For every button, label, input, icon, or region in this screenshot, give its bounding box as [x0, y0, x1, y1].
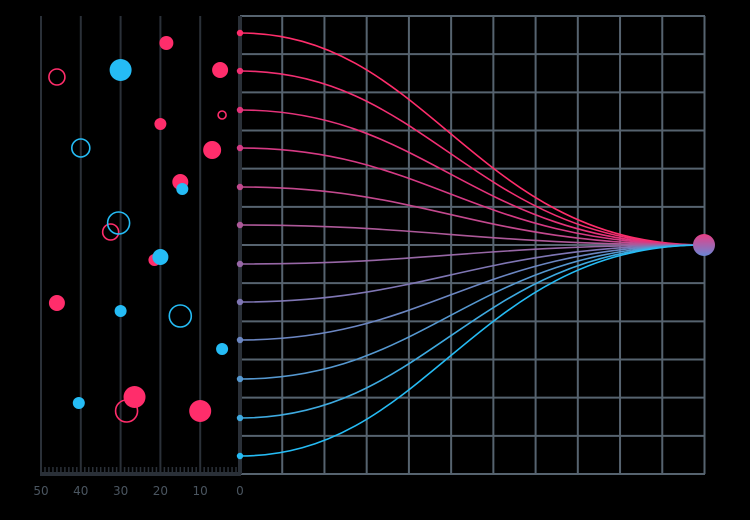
x-axis: 50 40 30 20 10 0 — [33, 16, 244, 498]
pink-dot — [48, 68, 66, 86]
blue-dot — [114, 305, 127, 317]
converging-curves — [236, 29, 705, 460]
curve-start-dot — [236, 260, 244, 268]
scatter-dots — [48, 36, 229, 423]
curve-start-dot — [236, 29, 244, 37]
curve-start-dot — [236, 106, 244, 114]
tick-label-30: 30 — [113, 484, 128, 498]
hub-point — [693, 234, 715, 256]
tick-label-50: 50 — [33, 484, 48, 498]
curve-start-dot — [236, 414, 244, 422]
curve-start-dot — [236, 221, 244, 229]
curve-12 — [239, 244, 705, 457]
curve-start-dot — [236, 336, 244, 344]
curve-3 — [239, 109, 705, 246]
curve-start-dot — [236, 375, 244, 383]
pink-dot — [189, 400, 212, 422]
curve-6 — [239, 224, 705, 246]
curve-2 — [239, 70, 705, 246]
blue-dot — [109, 59, 132, 81]
curve-4 — [239, 147, 705, 246]
pink-dot — [212, 62, 229, 78]
curve-8 — [239, 244, 705, 303]
blue-dot — [152, 249, 169, 265]
curve-7 — [239, 244, 705, 265]
pink-dot — [101, 223, 120, 241]
blue-dot — [176, 183, 189, 195]
pink-dot — [48, 295, 65, 311]
pink-dot — [154, 118, 167, 130]
curve-11 — [239, 244, 705, 419]
tick-label-20: 20 — [153, 484, 168, 498]
tick-label-10: 10 — [193, 484, 208, 498]
blue-dot — [106, 211, 131, 235]
curve-5 — [239, 186, 705, 246]
curve-start-dot — [236, 144, 244, 152]
pink-dot — [203, 141, 222, 159]
curve-start-dot — [236, 67, 244, 75]
curve-9 — [239, 244, 705, 341]
convergence-hub — [693, 234, 715, 256]
pink-dot — [159, 36, 174, 50]
curve-10 — [239, 244, 705, 380]
curve-start-dot — [236, 452, 244, 460]
tick-label-0: 0 — [236, 484, 244, 498]
curve-start-dot — [236, 298, 244, 306]
blue-dot — [71, 138, 91, 158]
tick-label-40: 40 — [73, 484, 88, 498]
pink-dot — [217, 110, 227, 120]
left-vertical-gridlines — [40, 16, 202, 472]
curve-1 — [239, 32, 705, 246]
pink-dot — [123, 386, 146, 408]
blue-dot — [168, 304, 193, 328]
curve-start-dot — [236, 183, 244, 191]
pink-dot — [114, 399, 139, 423]
blue-dot — [216, 343, 229, 355]
blue-dot — [72, 397, 85, 409]
